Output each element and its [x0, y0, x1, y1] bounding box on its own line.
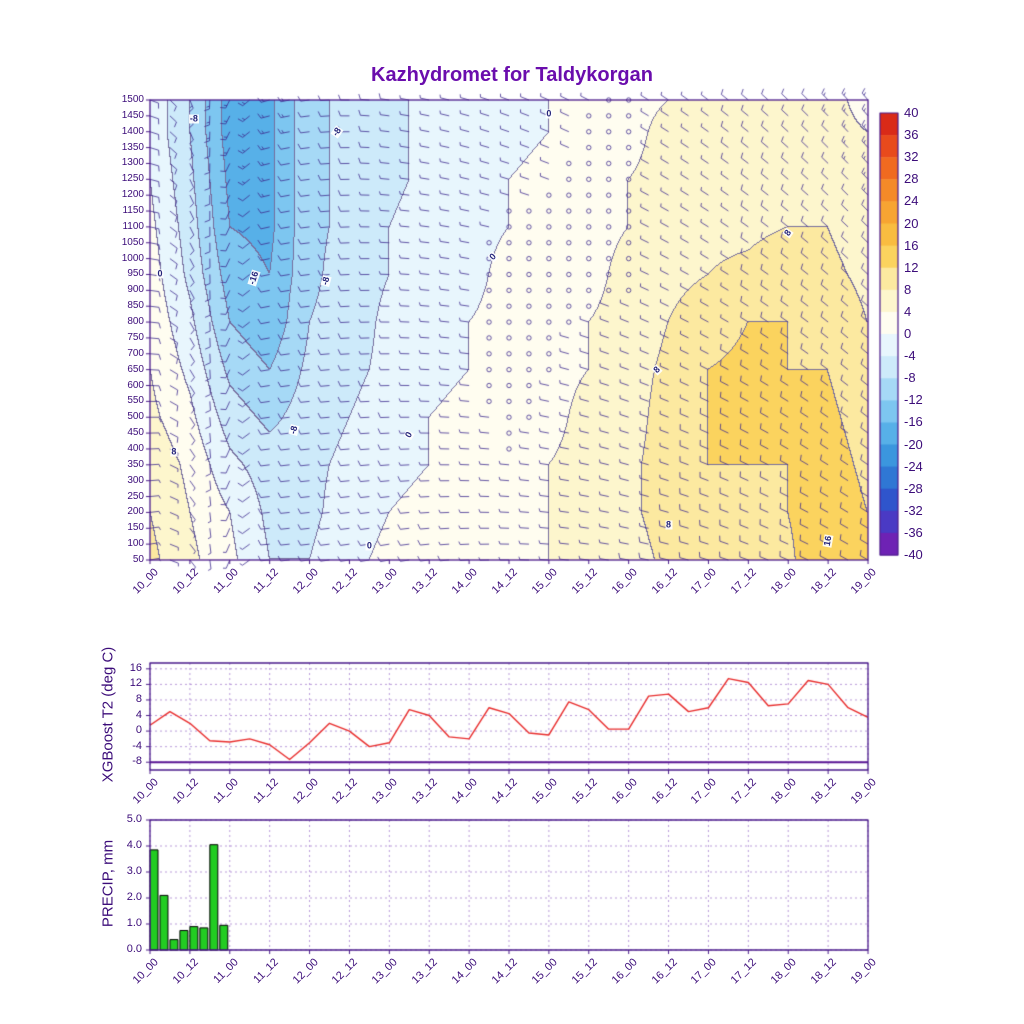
contour-line-label: 0: [545, 108, 553, 119]
contour-line-label: 8: [170, 446, 178, 457]
colorbar-tick-label: -8: [904, 370, 916, 386]
contour-y-tick-label: 1500: [121, 94, 144, 105]
contour-y-tick-label: 50: [132, 554, 144, 565]
precip-y-tick-label: 5.0: [126, 813, 142, 825]
contour-y-tick-label: 1100: [122, 220, 144, 232]
t2-y-tick-label: 12: [129, 677, 142, 690]
contour-line-label: 16: [821, 534, 834, 548]
contour-y-tick-label: 150: [127, 522, 144, 534]
colorbar-tick-label: -28: [904, 480, 923, 496]
contour-y-tick-label: 700: [127, 347, 144, 359]
colorbar-tick-label: 28: [904, 171, 919, 187]
contour-y-tick-label: 750: [127, 331, 144, 343]
contour-line-label: 8: [665, 519, 673, 530]
contour-y-tick-label: 100: [127, 538, 144, 550]
contour-y-tick-label: 600: [127, 379, 144, 391]
colorbar-tick-label: -12: [904, 392, 923, 408]
precip-y-tick-label: 4.0: [126, 839, 142, 851]
colorbar-tick-label: 4: [904, 303, 912, 319]
colorbar-tick-label: 8: [904, 281, 912, 297]
t2-y-tick-label: -4: [132, 739, 142, 752]
contour-line-label: -8: [330, 125, 345, 139]
colorbar-tick-label: -32: [904, 502, 923, 518]
colorbar-tick-label: -4: [904, 348, 916, 364]
colorbar-tick-label: 20: [904, 215, 919, 231]
contour-y-tick-label: 1400: [121, 125, 144, 137]
contour-y-tick-label: 200: [127, 506, 144, 518]
contour-line-label: -8: [188, 113, 199, 124]
colorbar-tick-label: 32: [904, 149, 919, 165]
contour-line-label: 0: [487, 251, 499, 263]
contour-y-tick-label: 500: [127, 411, 144, 423]
t2-y-tick-label: 0: [135, 724, 142, 737]
colorbar-tick-label: 36: [904, 127, 919, 143]
contour-line-label: 0: [403, 429, 415, 440]
t2-y-tick-label: 4: [135, 708, 142, 721]
contour-line-label: 0: [365, 540, 373, 551]
contour-y-tick-label: 550: [127, 395, 144, 407]
contour-y-tick-label: 1050: [121, 236, 144, 248]
chart-title: Kazhydromet for Taldykorgan: [371, 64, 653, 86]
contour-y-tick-label: 1000: [121, 252, 144, 264]
contour-y-tick-label: 300: [127, 474, 144, 486]
contour-line-label: -16: [246, 269, 261, 287]
contour-y-tick-label: 1350: [121, 141, 144, 153]
contour-y-tick-label: 650: [127, 363, 144, 375]
contour-y-tick-label: 1200: [121, 189, 144, 201]
colorbar-tick-label: -36: [904, 524, 923, 540]
contour-y-tick-label: 850: [127, 300, 144, 312]
precip-axis-title: PRECIP, mm: [99, 839, 117, 928]
colorbar-tick-label: 24: [904, 193, 919, 209]
t2-y-tick-label: 8: [135, 692, 142, 705]
contour-y-tick-label: 800: [127, 316, 144, 328]
contour-y-tick-label: 400: [127, 442, 144, 454]
contour-line-label: 8: [650, 363, 663, 376]
contour-y-tick-label: 250: [127, 490, 144, 502]
colorbar-tick-label: 40: [904, 105, 919, 120]
precip-y-tick-label: 1.0: [126, 917, 142, 929]
contour-y-tick-label: 350: [127, 458, 144, 470]
contour-line-label: -8: [287, 423, 300, 436]
colorbar-tick-label: -40: [904, 547, 923, 562]
colorbar-tick-label: -16: [904, 414, 923, 430]
contour-line-label: 8: [782, 227, 794, 239]
precip-y-tick-label: 2.0: [126, 891, 142, 903]
contour-y-tick-label: 450: [127, 427, 144, 439]
contour-line-label: 0: [156, 268, 164, 279]
colorbar-tick-label: 16: [904, 237, 919, 253]
colorbar-tick-label: -24: [904, 458, 923, 474]
t2-y-tick-label: 16: [129, 661, 142, 674]
t2-y-tick-label: -8: [132, 755, 142, 768]
contour-y-tick-label: 1450: [121, 109, 144, 121]
colorbar-tick-label: 0: [904, 326, 912, 341]
precip-y-tick-label: 0.0: [126, 943, 142, 955]
colorbar-tick-label: 12: [904, 259, 919, 275]
precip-y-tick-label: 3.0: [126, 865, 142, 877]
contour-y-tick-label: 950: [127, 268, 144, 280]
contour-line-label: -8: [319, 274, 332, 287]
colorbar-tick-label: -20: [904, 436, 923, 452]
contour-y-tick-label: 1150: [122, 205, 144, 217]
contour-y-tick-label: 1250: [121, 173, 144, 185]
contour-y-tick-label: 900: [127, 284, 144, 296]
contour-y-tick-label: 1300: [121, 157, 144, 169]
